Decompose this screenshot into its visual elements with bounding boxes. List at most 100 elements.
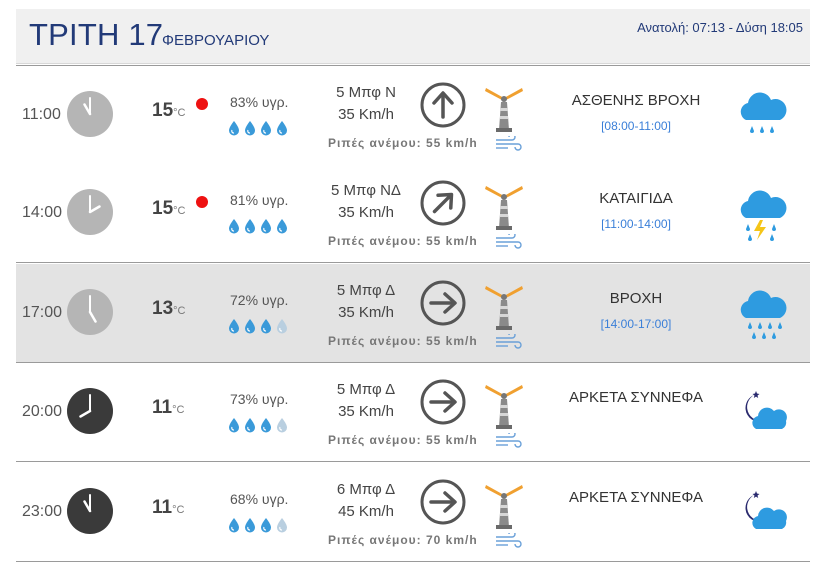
- rain-icon: [734, 284, 790, 344]
- day-header: ΤΡΙΤΗ 17 ΦΕΒΡΟΥΑΡΙΟΥ Ανατολή: 07:13 - Δύ…: [16, 9, 810, 64]
- humidity-drop-icon: [244, 218, 256, 239]
- humidity-drop-icon: [260, 120, 272, 141]
- gust-wind-icon: [494, 231, 522, 255]
- wind-gust: Ριπές ανέμου: 55 km/h: [328, 234, 478, 248]
- wind-speed: 35 Km/h: [338, 304, 394, 321]
- temperature: 15°C: [152, 100, 185, 122]
- thunderstorm-icon: [734, 184, 790, 244]
- temperature-value: 13: [152, 298, 174, 319]
- temperature-unit: °C: [173, 205, 186, 217]
- month-label: ΦΕΒΡΟΥΑΡΙΟΥ: [162, 32, 270, 49]
- wind-gust: Ριπές ανέμου: 55 km/h: [328, 334, 478, 348]
- humidity-drop-icon: [244, 517, 256, 538]
- humidity-drop-icon: [228, 120, 240, 141]
- wind-turbine-icon: [482, 481, 526, 531]
- forecast-time: 20:00: [22, 403, 63, 420]
- alert-dot-icon: [196, 196, 208, 208]
- wind-beaufort: 5 Μπφ Δ: [336, 282, 396, 299]
- forecast-time: 17:00: [22, 304, 63, 321]
- humidity-drop-icon: [276, 417, 288, 438]
- wind-info: 6 Μπφ Δ 45 Km/h: [316, 479, 416, 523]
- forecast-row: 14:00 15°C 81% υγρ. 5 Μπφ ΝΔ 35 Km/h Ριπές αν…: [16, 164, 810, 263]
- temperature-value: 11: [152, 397, 173, 418]
- humidity-drop-icon: [260, 417, 272, 438]
- gust-wind-icon: [494, 430, 522, 454]
- humidity-drop-icon: [244, 417, 256, 438]
- wind-speed: 45 Km/h: [338, 503, 394, 520]
- wind-info: 5 Μπφ Ν 35 Km/h: [316, 82, 416, 126]
- humidity-drops: [228, 517, 292, 535]
- forecast-row: 23:00 11°C 68% υγρ. 6 Μπφ Δ 45 Km/h Ριπές ανέ…: [16, 463, 810, 562]
- wind-turbine-icon: [482, 84, 526, 134]
- humidity-drop-icon: [276, 120, 288, 141]
- wind-speed: 35 Km/h: [338, 106, 394, 123]
- clock-icon: [66, 288, 114, 336]
- weather-condition: ΑΣΘΕΝΗΣ ΒΡΟΧΗ: [571, 92, 701, 109]
- humidity-drop-icon: [260, 517, 272, 538]
- humidity-text: 72% υγρ.: [230, 292, 289, 308]
- wind-info: 5 Μπφ Δ 35 Km/h: [316, 379, 416, 423]
- temperature: 13°C: [152, 298, 185, 320]
- wind-gust: Ριπές ανέμου: 55 km/h: [328, 136, 478, 150]
- day-title: ΤΡΙΤΗ 17: [29, 17, 164, 52]
- humidity-drops: [228, 318, 292, 336]
- weather-condition: ΒΡΟΧΗ: [609, 290, 663, 307]
- wind-beaufort: 5 Μπφ Ν: [336, 84, 396, 101]
- wind-direction-arrow-icon: [419, 179, 467, 227]
- humidity-drop-icon: [276, 218, 288, 239]
- forecast-row: 11:00 15°C 83% υγρ. 5 Μπφ Ν 35 Km/h Ριπές ανέ…: [16, 65, 810, 165]
- forecast-time: 11:00: [22, 106, 61, 123]
- clock-icon: [66, 387, 114, 435]
- forecast-time: 14:00: [22, 204, 63, 221]
- weather-condition: ΚΑΤΑΙΓΙΔΑ: [599, 190, 673, 207]
- wind-speed: 35 Km/h: [338, 403, 394, 420]
- gust-wind-icon: [494, 331, 522, 355]
- humidity-drop-icon: [244, 120, 256, 141]
- wind-gust: Ριπές ανέμου: 55 km/h: [328, 433, 478, 447]
- gust-wind-icon: [494, 133, 522, 157]
- humidity-drop-icon: [276, 318, 288, 339]
- humidity-drops: [228, 120, 292, 138]
- wind-info: 5 Μπφ ΝΔ 35 Km/h: [316, 180, 416, 224]
- humidity-drops: [228, 218, 292, 236]
- sunrise-sunset: Ανατολή: 07:13 - Δύση 18:05: [637, 20, 803, 35]
- forecast-row: 20:00 11°C 73% υγρ. 5 Μπφ Δ 35 Km/h Ριπές ανέ…: [16, 363, 810, 462]
- night-cloudy-icon: [734, 383, 790, 443]
- gust-wind-icon: [494, 530, 522, 554]
- humidity-drop-icon: [260, 318, 272, 339]
- humidity-text: 68% υγρ.: [230, 491, 289, 507]
- temperature: 11°C: [152, 497, 184, 519]
- weather-condition: ΑΡΚΕΤΑ ΣΥΝΝΕΦΑ: [569, 489, 703, 506]
- time-range: [11:00-14:00]: [601, 217, 671, 231]
- night-cloudy-icon: [734, 483, 790, 543]
- alert-dot-icon: [196, 98, 208, 110]
- time-range: [08:00-11:00]: [601, 119, 671, 133]
- forecast-row: 17:00 13°C 72% υγρ. 5 Μπφ Δ 35 Km/h Ριπές ανέ…: [16, 264, 810, 363]
- temperature-value: 15: [152, 100, 174, 121]
- clock-icon: [66, 487, 114, 535]
- wind-beaufort: 6 Μπφ Δ: [336, 481, 396, 498]
- wind-turbine-icon: [482, 381, 526, 431]
- temperature-unit: °C: [173, 305, 186, 317]
- wind-direction-arrow-icon: [419, 279, 467, 327]
- weather-condition: ΑΡΚΕΤΑ ΣΥΝΝΕΦΑ: [569, 389, 703, 406]
- temperature: 15°C: [152, 198, 185, 220]
- wind-direction-arrow-icon: [419, 378, 467, 426]
- wind-direction-arrow-icon: [419, 478, 467, 526]
- humidity-drop-icon: [228, 318, 240, 339]
- temperature-value: 15: [152, 198, 174, 219]
- time-range: [14:00-17:00]: [600, 317, 672, 331]
- humidity-text: 81% υγρ.: [230, 192, 289, 208]
- humidity-drop-icon: [244, 318, 256, 339]
- wind-speed: 35 Km/h: [338, 204, 394, 221]
- wind-direction-arrow-icon: [419, 81, 467, 129]
- temperature-value: 11: [152, 497, 173, 518]
- humidity-drop-icon: [276, 517, 288, 538]
- humidity-text: 73% υγρ.: [230, 391, 289, 407]
- wind-beaufort: 5 Μπφ Δ: [336, 381, 396, 398]
- humidity-drop-icon: [228, 417, 240, 438]
- wind-info: 5 Μπφ Δ 35 Km/h: [316, 280, 416, 324]
- temperature: 11°C: [152, 397, 184, 419]
- temperature-unit: °C: [172, 504, 185, 516]
- light-rain-icon: [734, 86, 790, 146]
